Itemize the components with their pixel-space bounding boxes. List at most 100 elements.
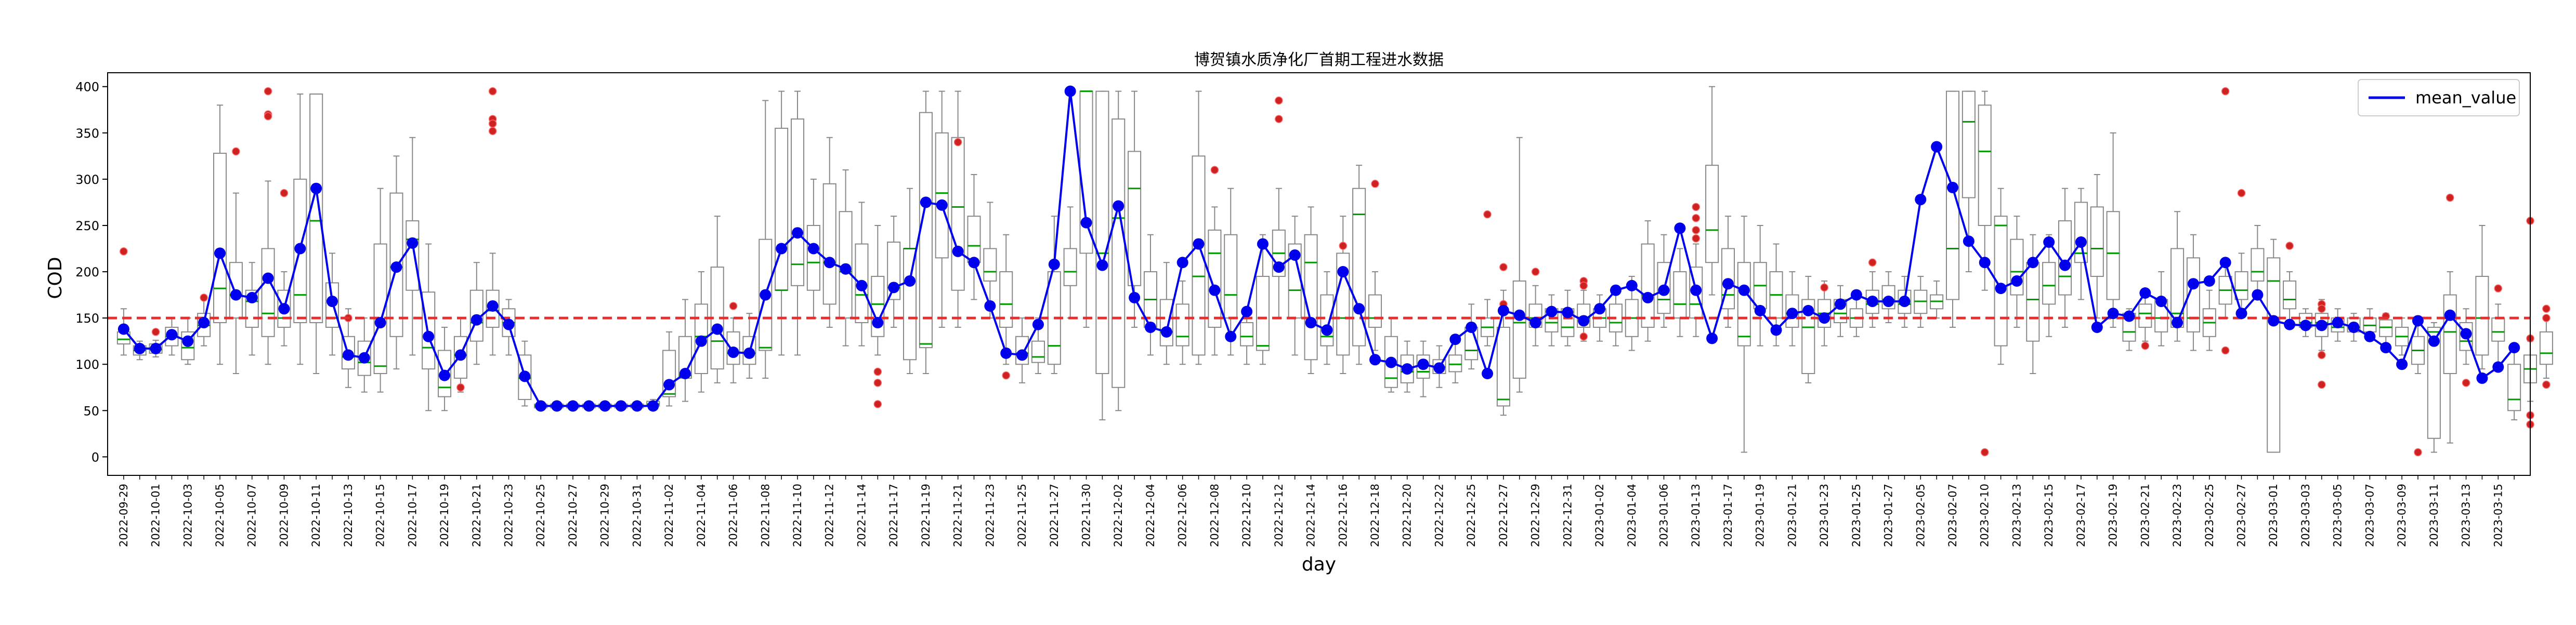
x-tick-label: 2022-11-04 (695, 484, 708, 547)
mean-point-2022-10-25 (535, 400, 547, 412)
box-2023-01-01 (1577, 277, 1591, 342)
box-2022-11-08 (759, 100, 773, 379)
mean-point-2022-11-19 (920, 196, 932, 208)
box-body (2186, 257, 2200, 333)
box-2022-11-03 (678, 299, 692, 402)
x-tick-label: 2023-02-25 (2203, 484, 2216, 547)
mean-point-2023-01-28 (1899, 296, 1911, 308)
x-tick-label: 2022-11-19 (920, 484, 932, 547)
mean-point-2022-11-09 (776, 243, 788, 255)
box-body (341, 336, 355, 370)
box-2023-01-07 (1673, 248, 1687, 337)
mean-point-2023-03-10 (2412, 315, 2424, 327)
mean-point-2023-03-05 (2332, 317, 2344, 329)
outlier-point (2318, 351, 2326, 360)
box-body (1962, 90, 1976, 198)
box-body (2459, 322, 2473, 351)
box-body (213, 153, 227, 324)
mean-point-2022-10-30 (615, 400, 627, 412)
x-tick-label: 2023-02-05 (1914, 484, 1927, 547)
box-2022-10-17 (406, 137, 420, 356)
box-body (389, 192, 403, 337)
box-body (1785, 294, 1799, 328)
mean-value-series (117, 85, 2520, 412)
mean-point-2022-10-08 (262, 272, 274, 284)
box-2022-11-19 (919, 90, 933, 375)
outlier-point (264, 112, 272, 121)
mean-point-2022-10-06 (230, 289, 242, 301)
mean-point-2023-02-19 (2107, 308, 2119, 320)
mean-point-2022-10-15 (374, 317, 386, 329)
x-tick-label: 2023-01-27 (1882, 484, 1895, 547)
mean-point-2022-11-30 (1080, 217, 1092, 229)
box-2022-11-18 (903, 188, 917, 375)
mean-point-2022-10-07 (246, 291, 258, 303)
mean-point-2022-11-02 (663, 379, 675, 391)
outlier-point (280, 189, 289, 197)
box-2022-12-30 (1545, 294, 1559, 347)
x-tick-label: 2022-11-21 (952, 484, 964, 547)
mean-point-2022-12-27 (1497, 304, 1509, 316)
mean-point-2023-01-01 (1578, 315, 1590, 327)
box-body (1336, 252, 1350, 356)
mean-point-2022-12-23 (1449, 334, 1461, 345)
box-body (919, 112, 933, 349)
outlier-point (1275, 115, 1283, 123)
box-body (453, 336, 467, 379)
x-tick-label: 2023-01-21 (1786, 484, 1798, 547)
mean-point-2022-10-17 (407, 237, 419, 249)
outlier-point (953, 138, 962, 147)
outlier-point (1868, 258, 1877, 267)
box-body (1224, 234, 1238, 319)
box-2022-10-15 (373, 188, 387, 393)
box-2023-02-17 (2074, 188, 2088, 300)
outlier-point (151, 328, 160, 336)
box-2022-11-06 (726, 302, 740, 383)
mean-point-2023-03-14 (2476, 372, 2488, 384)
x-tick-label: 2022-11-23 (984, 484, 996, 547)
x-tick-label: 2022-10-17 (406, 484, 419, 547)
box-body (1159, 299, 1173, 347)
x-tick-label: 2023-02-17 (2075, 484, 2087, 547)
mean-point-2022-10-09 (278, 303, 290, 315)
outlier-point (2221, 87, 2230, 96)
box-body (1192, 155, 1206, 356)
box-2022-11-09 (775, 90, 789, 356)
box-2023-01-19 (1753, 224, 1767, 347)
box-body (422, 291, 436, 370)
box-body (2443, 294, 2457, 375)
mean-point-2023-03-08 (2380, 342, 2392, 354)
box-2023-02-27 (2234, 189, 2248, 310)
box-body (742, 336, 756, 365)
box-2023-02-10 (1978, 90, 1992, 457)
mean-point-2022-12-10 (1241, 305, 1253, 317)
mean-point-2022-12-08 (1209, 284, 1221, 296)
box-body (2283, 280, 2297, 310)
box-2022-12-14 (1304, 206, 1318, 375)
x-tick-label: 2022-11-14 (855, 484, 868, 547)
x-tick-label: 2022-10-05 (214, 484, 226, 547)
outlier-point (873, 379, 882, 387)
mean-point-2022-12-15 (1321, 324, 1333, 336)
mean-point-2022-10-29 (599, 400, 611, 412)
box-2022-11-22 (967, 174, 981, 300)
x-tick-label: 2023-02-21 (2139, 484, 2151, 547)
outlier-point (873, 367, 882, 376)
mean-point-2022-11-07 (743, 347, 755, 359)
outlier-point (1339, 242, 1348, 250)
x-tick-label: 2022-12-18 (1369, 484, 1381, 547)
x-tick-label: 2022-10-29 (599, 484, 611, 547)
mean-point-2022-12-11 (1257, 238, 1269, 250)
box-body (1641, 243, 1655, 328)
outlier-point (2285, 242, 2294, 250)
mean-point-2022-12-31 (1562, 307, 1574, 318)
box-2022-12-31 (1561, 289, 1575, 347)
mean-point-2023-03-07 (2364, 330, 2376, 342)
x-tick-label: 2022-10-23 (503, 484, 515, 547)
mean-point-2023-02-13 (2011, 275, 2023, 287)
box-body (1256, 275, 1270, 351)
mean-point-2023-03-12 (2444, 309, 2456, 321)
box-2023-03-04 (2315, 299, 2329, 389)
outlier-point (2141, 341, 2150, 350)
mean-point-2022-12-22 (1433, 362, 1445, 374)
